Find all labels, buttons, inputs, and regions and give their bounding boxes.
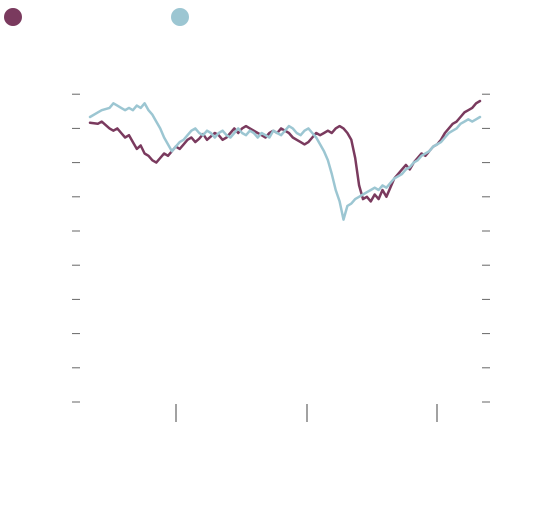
chart-legend	[0, 0, 560, 34]
legend-swatch-series-2	[171, 8, 189, 26]
series-line-2	[88, 102, 482, 221]
legend-swatch-series-1	[4, 8, 22, 26]
series-line-1	[88, 99, 482, 203]
legend-item-series-1	[4, 8, 22, 26]
legend-item-series-2	[171, 8, 189, 26]
